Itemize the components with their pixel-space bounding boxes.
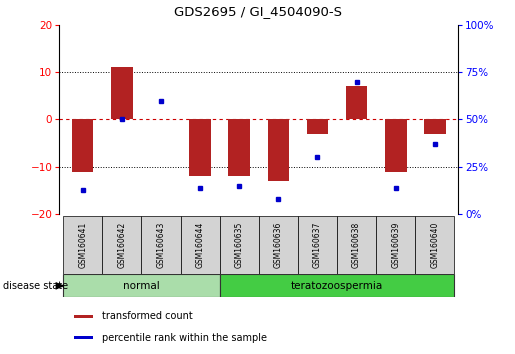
Text: GSM160638: GSM160638 [352, 222, 361, 268]
Text: teratozoospermia: teratozoospermia [291, 281, 383, 291]
Bar [346, 86, 367, 119]
Bar [415, 216, 454, 274]
Bar [72, 119, 93, 172]
Bar [63, 274, 220, 297]
Bar [190, 119, 211, 176]
Polygon shape [56, 282, 65, 290]
Bar [102, 216, 142, 274]
Bar [424, 119, 445, 134]
Bar [307, 119, 328, 134]
Text: GSM160642: GSM160642 [117, 222, 126, 268]
Bar [142, 216, 181, 274]
Text: normal: normal [123, 281, 160, 291]
Text: GSM160636: GSM160636 [274, 222, 283, 268]
Bar [181, 216, 220, 274]
Bar [220, 216, 259, 274]
Bar [259, 216, 298, 274]
Bar [220, 274, 454, 297]
Text: GSM160637: GSM160637 [313, 222, 322, 268]
Bar [111, 67, 132, 119]
Text: GSM160635: GSM160635 [235, 222, 244, 268]
Bar [63, 216, 102, 274]
Bar [385, 119, 406, 172]
Bar [268, 119, 289, 181]
Bar [74, 315, 93, 318]
Bar [229, 119, 250, 176]
Text: GSM160639: GSM160639 [391, 222, 400, 268]
Text: GSM160640: GSM160640 [431, 222, 439, 268]
Text: transformed count: transformed count [102, 311, 193, 321]
Bar [74, 336, 93, 339]
Text: GSM160643: GSM160643 [157, 222, 165, 268]
Text: GDS2695 / GI_4504090-S: GDS2695 / GI_4504090-S [174, 5, 341, 18]
Bar [376, 216, 415, 274]
Text: GSM160644: GSM160644 [196, 222, 204, 268]
Text: disease state: disease state [3, 281, 67, 291]
Text: GSM160641: GSM160641 [78, 222, 87, 268]
Bar [337, 216, 376, 274]
Bar [298, 216, 337, 274]
Text: percentile rank within the sample: percentile rank within the sample [102, 332, 267, 343]
